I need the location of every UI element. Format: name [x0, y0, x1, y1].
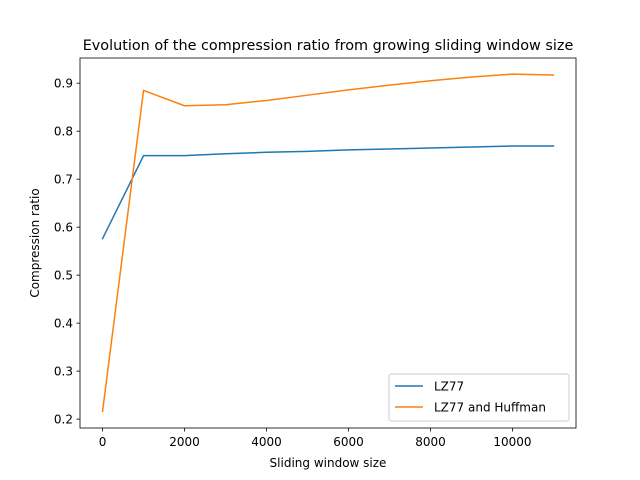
x-axis-label: Sliding window size	[270, 456, 387, 470]
y-axis-label: Compression ratio	[28, 188, 42, 297]
x-tick-label: 10000	[493, 435, 531, 449]
y-tick-label: 0.6	[54, 220, 73, 234]
y-tick-label: 0.8	[54, 124, 73, 138]
y-tick-label: 0.3	[54, 364, 73, 378]
chart-title: Evolution of the compression ratio from …	[83, 38, 574, 54]
legend: LZ77 LZ77 and Huffman	[388, 373, 570, 422]
y-tick-label: 0.9	[54, 76, 73, 90]
series-line-2	[101, 73, 555, 413]
legend-box	[388, 373, 570, 422]
x-tick-label: 4000	[251, 435, 282, 449]
legend-label-1: LZ77	[434, 379, 464, 393]
series-line-1	[101, 145, 555, 240]
x-tick-label: 0	[99, 435, 107, 449]
y-tick-label: 0.4	[54, 316, 73, 330]
y-tick-label: 0.5	[54, 268, 73, 282]
plot-area: 0 2000 4000 6000 8000 10000 0.2 0.3 0.4 0.5 0.6 0.7…	[54, 57, 577, 449]
y-tick-label: 0.2	[54, 412, 73, 426]
y-tick-label: 0.7	[54, 172, 73, 186]
legend-label-2: LZ77 and Huffman	[434, 400, 546, 414]
axes-frame	[79, 57, 577, 429]
x-tick-label: 2000	[169, 435, 200, 449]
x-tick-label: 6000	[333, 435, 364, 449]
x-tick-label: 8000	[415, 435, 446, 449]
